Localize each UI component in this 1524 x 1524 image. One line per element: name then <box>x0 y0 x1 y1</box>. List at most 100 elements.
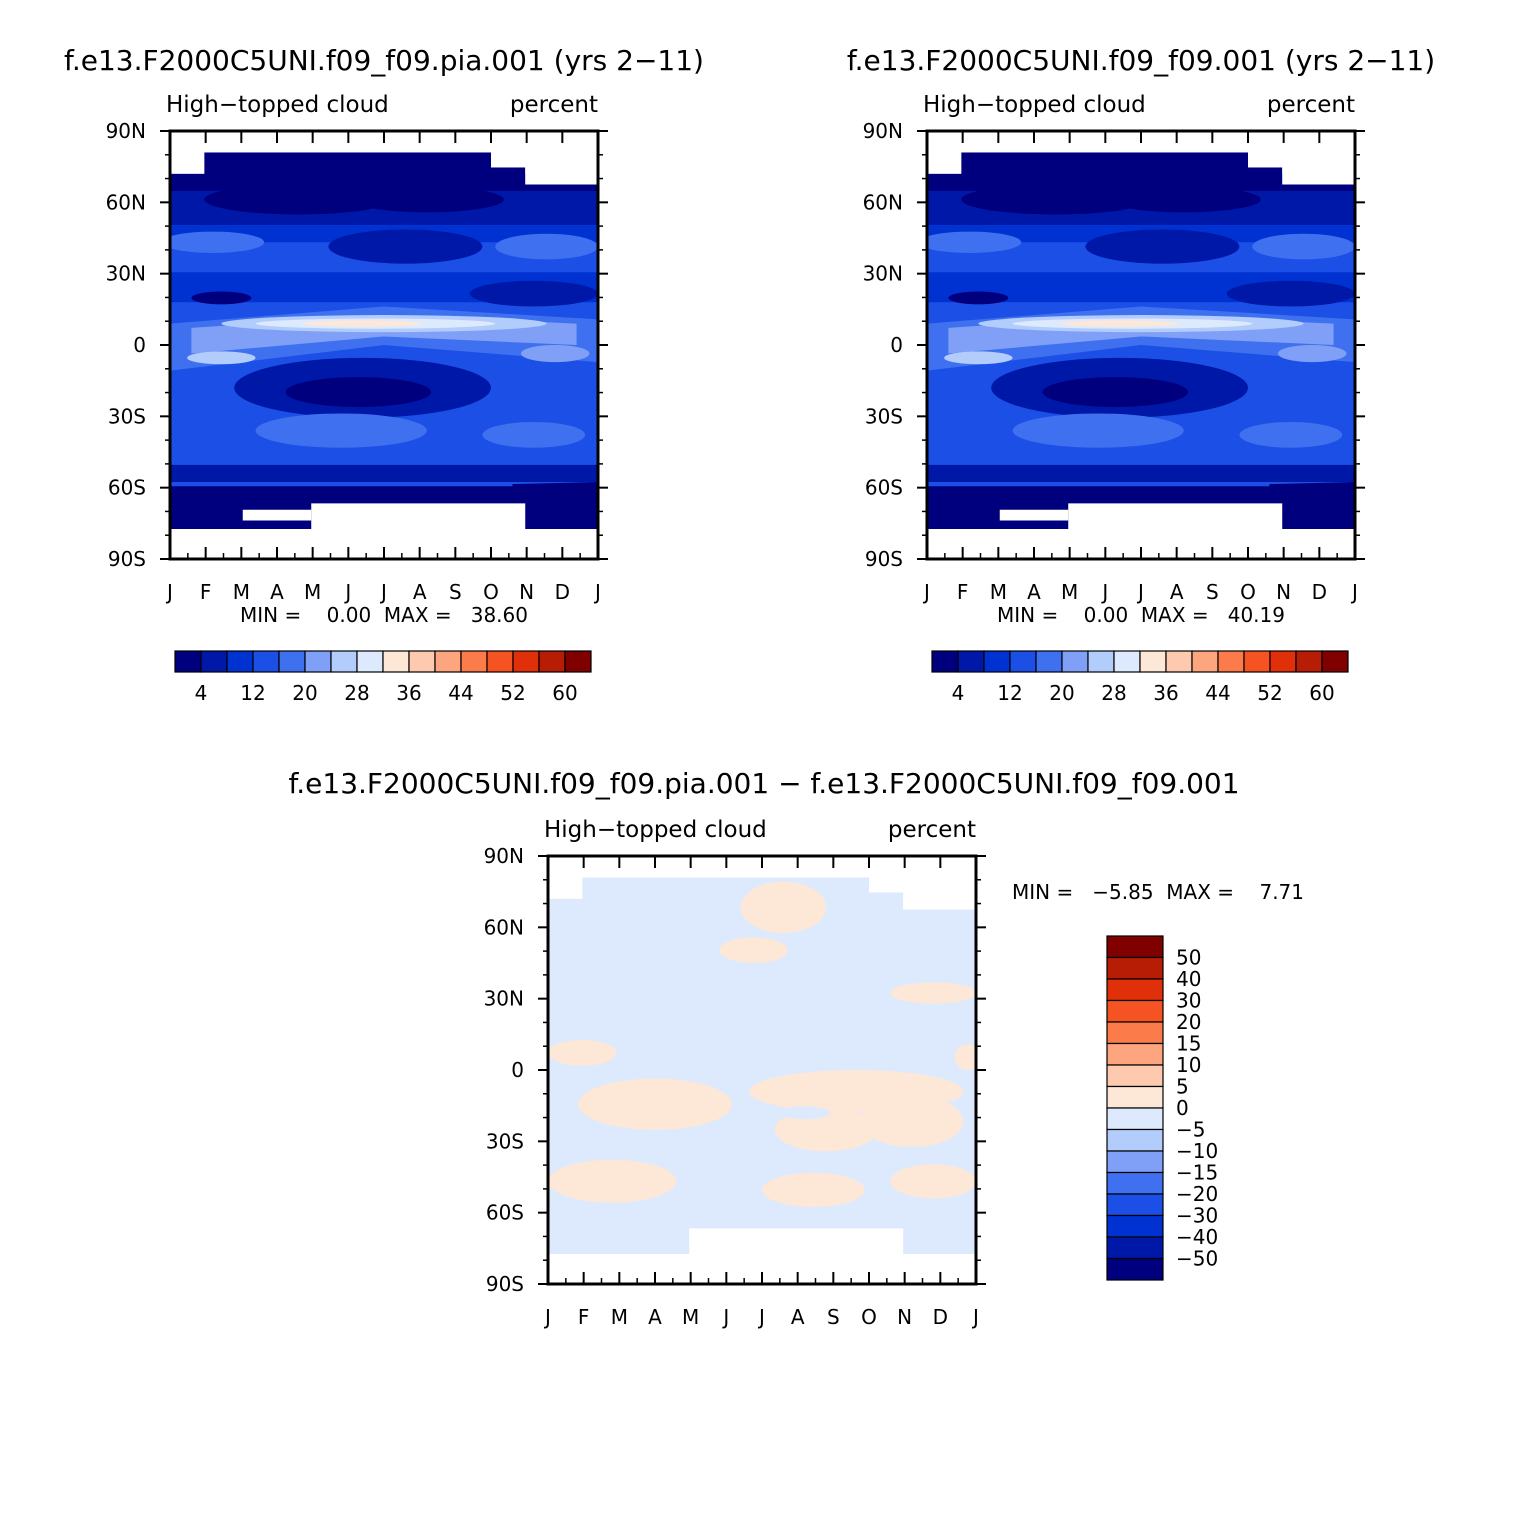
right-xtick-label: J <box>1350 580 1358 604</box>
left-xtick-label: S <box>449 580 462 604</box>
bottom-ytick-label: 90N <box>484 844 524 868</box>
bottom-ytick-label: 30S <box>486 1129 524 1153</box>
left-xtick-label: D <box>555 580 570 604</box>
colorbar-diff-label: −5 <box>1176 1118 1205 1142</box>
colorbar-right-swatch <box>1191 650 1219 673</box>
colorbar-left-swatch <box>200 650 228 673</box>
diff-base <box>548 877 976 1255</box>
colorbar-diff-swatch <box>1106 999 1164 1023</box>
field-nh-storm <box>1085 229 1240 264</box>
colorbar-right-label: 4 <box>952 681 965 705</box>
bottom-xtick-label: N <box>897 1305 912 1329</box>
right-xtick-label: A <box>1027 580 1041 604</box>
right-ytick-label: 30N <box>863 262 903 286</box>
colorbar-left-label: 52 <box>500 681 525 705</box>
left-xtick-label: N <box>519 580 534 604</box>
left-ytick-label: 30S <box>108 404 146 428</box>
bottom-xtick-label: J <box>757 1305 765 1329</box>
bottom-ytick-label: 90S <box>486 1272 524 1296</box>
colorbar-diff-swatch <box>1106 956 1164 980</box>
colorbar-diff-label: −10 <box>1176 1139 1218 1163</box>
right-xtick-label: J <box>1136 580 1144 604</box>
colorbar-diff-label: 30 <box>1176 989 1201 1013</box>
right-string-left: percent <box>510 92 598 118</box>
colorbar-left-swatch <box>278 650 306 673</box>
colorbar-diff-swatch <box>1106 1171 1164 1195</box>
colorbar-diff-label: 5 <box>1176 1075 1189 1099</box>
right-ytick-label: 90N <box>863 119 903 143</box>
field-sh-light <box>1239 422 1343 448</box>
field-nh-light <box>1252 233 1355 260</box>
field-sh-spcz <box>187 351 256 365</box>
contour-field-bottom <box>548 856 976 1284</box>
field-nh-dry <box>469 280 598 307</box>
colorbar-left-swatch <box>356 650 384 673</box>
left-xtick-label: J <box>379 580 387 604</box>
bottom-ytick-label: 0 <box>511 1058 524 1082</box>
diff-nodata-antarctic <box>689 1228 904 1255</box>
colorbar-diff-label: −15 <box>1176 1161 1218 1185</box>
left-string-right: High−topped cloud <box>923 92 1146 118</box>
colorbar-diff-label: 20 <box>1176 1010 1201 1034</box>
colorbar-left-swatch <box>408 650 436 673</box>
colorbar-diff-swatch <box>1106 1214 1164 1238</box>
panel-title-left: f.e13.F2000C5UNI.f09_f09.pia.001 (yrs 2−… <box>64 44 704 77</box>
colorbar-right-label: 36 <box>1153 681 1178 705</box>
colorbar-right-swatch <box>1009 650 1037 673</box>
colorbar-diff-swatch <box>1106 935 1164 959</box>
colorbar-left-label: 36 <box>396 681 421 705</box>
colorbar-right-swatch <box>1165 650 1193 673</box>
field-nh-light <box>927 231 1022 253</box>
field-arctic-core <box>204 184 393 215</box>
colorbar-right-label: 28 <box>1101 681 1126 705</box>
bottom-xtick-label: S <box>827 1305 840 1329</box>
colorbar-left-swatch <box>460 650 488 673</box>
colorbar-diff-swatch <box>1106 1085 1164 1109</box>
bottom-ytick-label: 60S <box>486 1201 524 1225</box>
right-ytick-label: 90S <box>865 547 903 571</box>
bottom-xtick-label: J <box>971 1305 979 1329</box>
colorbar-diff-label: 10 <box>1176 1053 1201 1077</box>
field-nodata-north <box>170 131 598 185</box>
colorbar-right-label: 60 <box>1309 681 1334 705</box>
colorbar-diff-swatch <box>1106 1193 1164 1217</box>
field-sh-spcz <box>520 345 590 363</box>
right-xtick-label: D <box>1312 580 1327 604</box>
right-ytick-label: 30S <box>865 404 903 428</box>
colorbar-left-label: 28 <box>344 681 369 705</box>
left-xtick-label: M <box>304 580 321 604</box>
bottom-xtick-label: F <box>578 1305 590 1329</box>
colorbar-right-swatch <box>1321 650 1349 673</box>
field-arctic-core <box>1106 186 1261 213</box>
field-nodata-antarctic <box>999 509 1069 521</box>
field-arctic-core <box>961 184 1150 215</box>
field-nodata-north <box>927 131 1355 185</box>
field-nodata-antarctic <box>1068 503 1283 530</box>
left-ytick-label: 60S <box>108 476 146 500</box>
right-ytick-label: 0 <box>890 333 903 357</box>
colorbar-diff-label: 50 <box>1176 946 1201 970</box>
field-nh-light <box>495 233 598 260</box>
right-xtick-label: A <box>1170 580 1184 604</box>
left-ytick-label: 30N <box>106 262 146 286</box>
colorbar-right-label: 20 <box>1049 681 1074 705</box>
left-xtick-label: J <box>593 580 601 604</box>
diff-positive <box>719 937 788 963</box>
bottom-xtick-label: J <box>721 1305 729 1329</box>
colorbar-left-swatch <box>434 650 462 673</box>
field-sh-light <box>255 413 427 448</box>
colorbar-right-label: 44 <box>1205 681 1230 705</box>
field-sh-light <box>1012 413 1184 448</box>
contour-field-right <box>927 131 1355 559</box>
colorbar-right-swatch <box>1061 650 1089 673</box>
left-string-left: High−topped cloud <box>166 92 389 118</box>
stats-bottom: MIN = −5.85 MAX = 7.71 <box>1012 880 1304 904</box>
diff-positive <box>774 1108 878 1152</box>
panel-title-bottom: f.e13.F2000C5UNI.f09_f09.pia.001 − f.e13… <box>288 767 1239 800</box>
right-xtick-label: J <box>1100 580 1108 604</box>
field-sh-high-lat <box>927 464 1355 482</box>
diff-positive <box>954 1044 976 1070</box>
right-xtick-label: M <box>990 580 1007 604</box>
